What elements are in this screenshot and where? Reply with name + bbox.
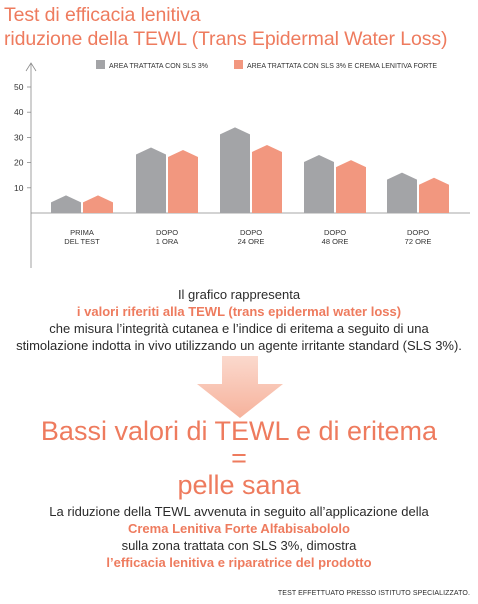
x-tick-label: 1 ORA: [156, 237, 179, 246]
legend-swatch: [234, 60, 243, 69]
headline-equals: =: [231, 443, 247, 473]
headline-line-3: pelle sana: [177, 470, 301, 500]
legend-swatch: [96, 60, 105, 69]
x-tick-label: DOPO: [324, 228, 346, 237]
x-tick-label: DOPO: [407, 228, 429, 237]
chart-title: Test di efficacia lenitiva riduzione del…: [4, 3, 476, 51]
description-line-3: che misura l’integrità cutanea e l’indic…: [49, 321, 429, 336]
y-tick-label: 50: [14, 82, 24, 92]
description-line-2: i valori riferiti alla TEWL (trans epide…: [76, 304, 402, 319]
y-tick-label: 10: [14, 183, 24, 193]
y-axis-arrow: [25, 62, 37, 72]
conclusion-line-1: La riduzione della TEWL avvenuta in segu…: [49, 504, 429, 519]
bar: [252, 144, 282, 213]
footnote: TEST EFFETTUATO PRESSO ISTITUTO SPECIALI…: [277, 590, 470, 597]
bar: [419, 177, 449, 213]
title-line-1: Test di efficacia lenitiva: [4, 4, 201, 26]
conclusion-claim: l’efficacia lenitiva e riparatrice del p…: [106, 555, 372, 570]
tewl-bar-chart: 10 20 30 40 50 AREA TRATTATA CON SLS 3% AREA T…: [14, 60, 470, 268]
x-tick-label: 72 ORE: [405, 237, 432, 246]
x-tick-label: 48 ORE: [322, 237, 349, 246]
description-line-4: stimolazione indotta in vivo utilizzando…: [16, 338, 462, 353]
bar: [220, 127, 250, 213]
chart-description: Il grafico rappresenta i valori riferiti…: [0, 286, 478, 354]
bar: [336, 160, 366, 213]
product-name: Crema Lenitiva Forte Alfabisabololo: [127, 521, 350, 536]
bar: [51, 195, 81, 213]
x-tick-label: DEL TEST: [64, 237, 100, 246]
bar: [387, 172, 417, 213]
headline: Bassi valori di TEWL e di eritema = pell…: [0, 418, 478, 499]
legend-label: AREA TRATTATA CON SLS 3%: [109, 63, 208, 70]
y-tick-label: 20: [14, 158, 24, 168]
bar: [304, 155, 334, 213]
conclusion-line-3: sulla zona trattata con SLS 3%, dimostra: [121, 538, 357, 553]
y-tick-label: 40: [14, 107, 24, 117]
description-line-1: Il grafico rappresenta: [177, 287, 301, 302]
conclusion: La riduzione della TEWL avvenuta in segu…: [0, 503, 478, 571]
bar: [83, 195, 113, 213]
title-line-2: riduzione della TEWL (Trans Epidermal Wa…: [4, 28, 448, 50]
headline-line-1: Bassi valori di TEWL e di eritema: [40, 416, 438, 446]
x-tick-label: DOPO: [156, 228, 178, 237]
x-tick-label: DOPO: [240, 228, 262, 237]
y-tick-label: 30: [14, 132, 24, 142]
legend-label: AREA TRATTATA CON SLS 3% E CREMA LENITIV…: [247, 63, 437, 70]
x-tick-label: 24 ORE: [238, 237, 265, 246]
bar: [168, 150, 198, 213]
bar: [136, 147, 166, 213]
x-tick-label: PRIMA: [70, 228, 94, 237]
down-arrow-icon: [197, 356, 283, 418]
